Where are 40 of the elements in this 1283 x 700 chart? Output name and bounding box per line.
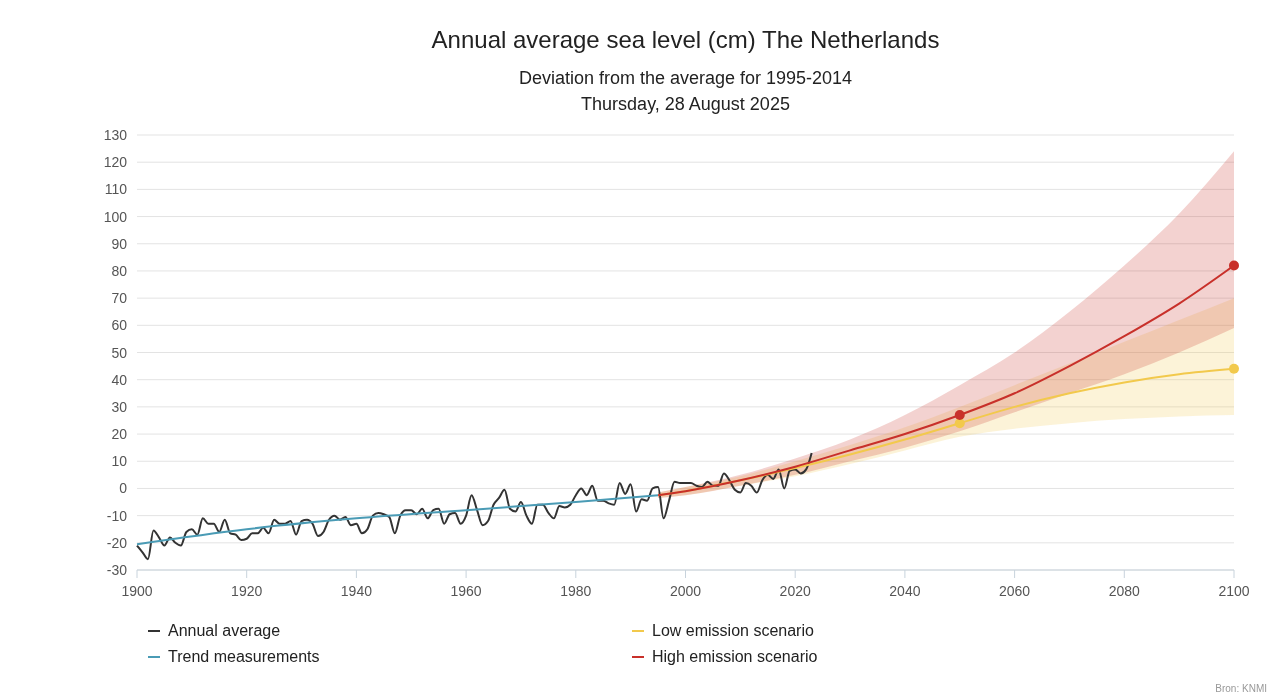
y-tick-label: -10 bbox=[106, 507, 128, 524]
y-tick-label: -20 bbox=[106, 534, 128, 551]
chart-subtitle: Deviation from the average for 1995-2014 Thursday, 28 August 2025 bbox=[518, 68, 853, 114]
x-tick-label: 1960 bbox=[450, 583, 482, 599]
legend-label: Trend measurements bbox=[168, 648, 320, 665]
x-tick-label: 2040 bbox=[889, 583, 921, 599]
x-tick-label: 1900 bbox=[121, 583, 153, 599]
x-tick-label: 2000 bbox=[669, 583, 702, 599]
legend-label: Annual average bbox=[168, 622, 281, 639]
x-tick-label: 2020 bbox=[779, 583, 811, 599]
y-tick-label: 50 bbox=[111, 344, 128, 361]
x-tick-label: 2060 bbox=[999, 583, 1031, 599]
y-tick-label: 120 bbox=[103, 154, 128, 171]
x-tick-label: 2100 bbox=[1218, 583, 1250, 599]
x-tick-label: 1980 bbox=[560, 583, 592, 599]
y-tick-label: 130 bbox=[103, 127, 128, 143]
y-tick-label: 70 bbox=[111, 290, 128, 307]
line-series bbox=[136, 452, 813, 561]
legend-label: Low emission scenario bbox=[652, 622, 814, 639]
x-tick-label: 2080 bbox=[1108, 583, 1141, 599]
x-tick-label: 1940 bbox=[340, 583, 373, 599]
y-tick-label: 60 bbox=[111, 317, 128, 334]
point bbox=[1229, 260, 1239, 271]
chart-title: Annual average sea level (cm) The Netherlands bbox=[431, 26, 940, 53]
x-tick-label: 1920 bbox=[231, 583, 263, 599]
y-tick-label: -30 bbox=[106, 562, 128, 578]
y-tick-label: 0 bbox=[119, 480, 128, 497]
text: Bron: KNMI bbox=[1215, 683, 1267, 694]
y-tick-label: 100 bbox=[103, 208, 128, 225]
point bbox=[1229, 363, 1239, 374]
y-tick-label: 40 bbox=[111, 371, 128, 388]
legend-label: High emission scenario bbox=[652, 648, 818, 665]
y-tick-label: 110 bbox=[104, 181, 128, 198]
y-tick-label: 20 bbox=[111, 426, 128, 443]
line-series bbox=[136, 494, 660, 546]
y-tick-label: 90 bbox=[111, 235, 128, 252]
y-tick-label: 80 bbox=[111, 262, 128, 279]
y-tick-label: 30 bbox=[111, 398, 128, 415]
y-tick-label: 10 bbox=[111, 453, 128, 470]
point bbox=[954, 410, 965, 421]
